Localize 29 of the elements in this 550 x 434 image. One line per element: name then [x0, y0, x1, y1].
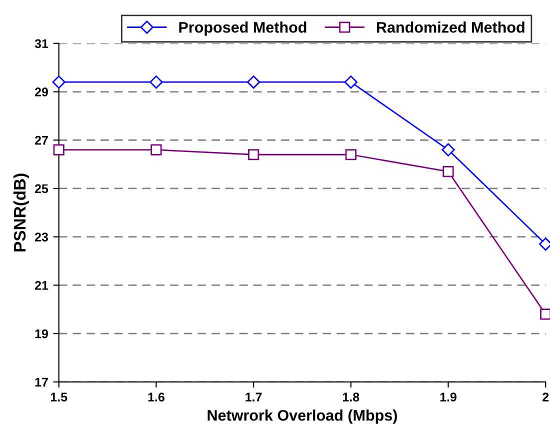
x-tick-label: 1.5 — [50, 392, 68, 402]
point — [52, 76, 66, 89]
point — [540, 308, 550, 320]
point — [442, 143, 455, 156]
x-axis-title: Netwrork Overload (Mbps) — [208, 410, 397, 424]
y-tick-label: 29 — [34, 88, 48, 96]
x-tick-label: 1.6 — [148, 392, 164, 402]
point — [344, 76, 358, 89]
x-tick-label: 1.7 — [246, 392, 262, 402]
point — [345, 149, 356, 160]
y-axis-title: PSNR(dB) — [13, 174, 29, 252]
y-tick-label: 27 — [34, 136, 48, 145]
y-tick-label: 21 — [34, 281, 48, 290]
point — [53, 144, 64, 156]
x-tick-label: 2 — [542, 392, 549, 402]
y-tick-label: 25 — [34, 184, 48, 194]
y-tick-label: 31 — [34, 39, 48, 48]
point — [442, 166, 454, 178]
point — [246, 76, 260, 89]
point — [150, 76, 163, 89]
y-tick-label: 17 — [35, 378, 48, 386]
x-tick-label: 1.8 — [343, 392, 360, 402]
point — [248, 149, 260, 160]
x-tick-label: 1.9 — [440, 392, 456, 402]
legend-label: Randomized Method — [376, 22, 524, 33]
point — [150, 144, 162, 156]
legend-label: Proposed Method — [179, 22, 306, 36]
y-tick-label: 23 — [34, 232, 48, 242]
y-tick-label: 19 — [35, 329, 48, 338]
